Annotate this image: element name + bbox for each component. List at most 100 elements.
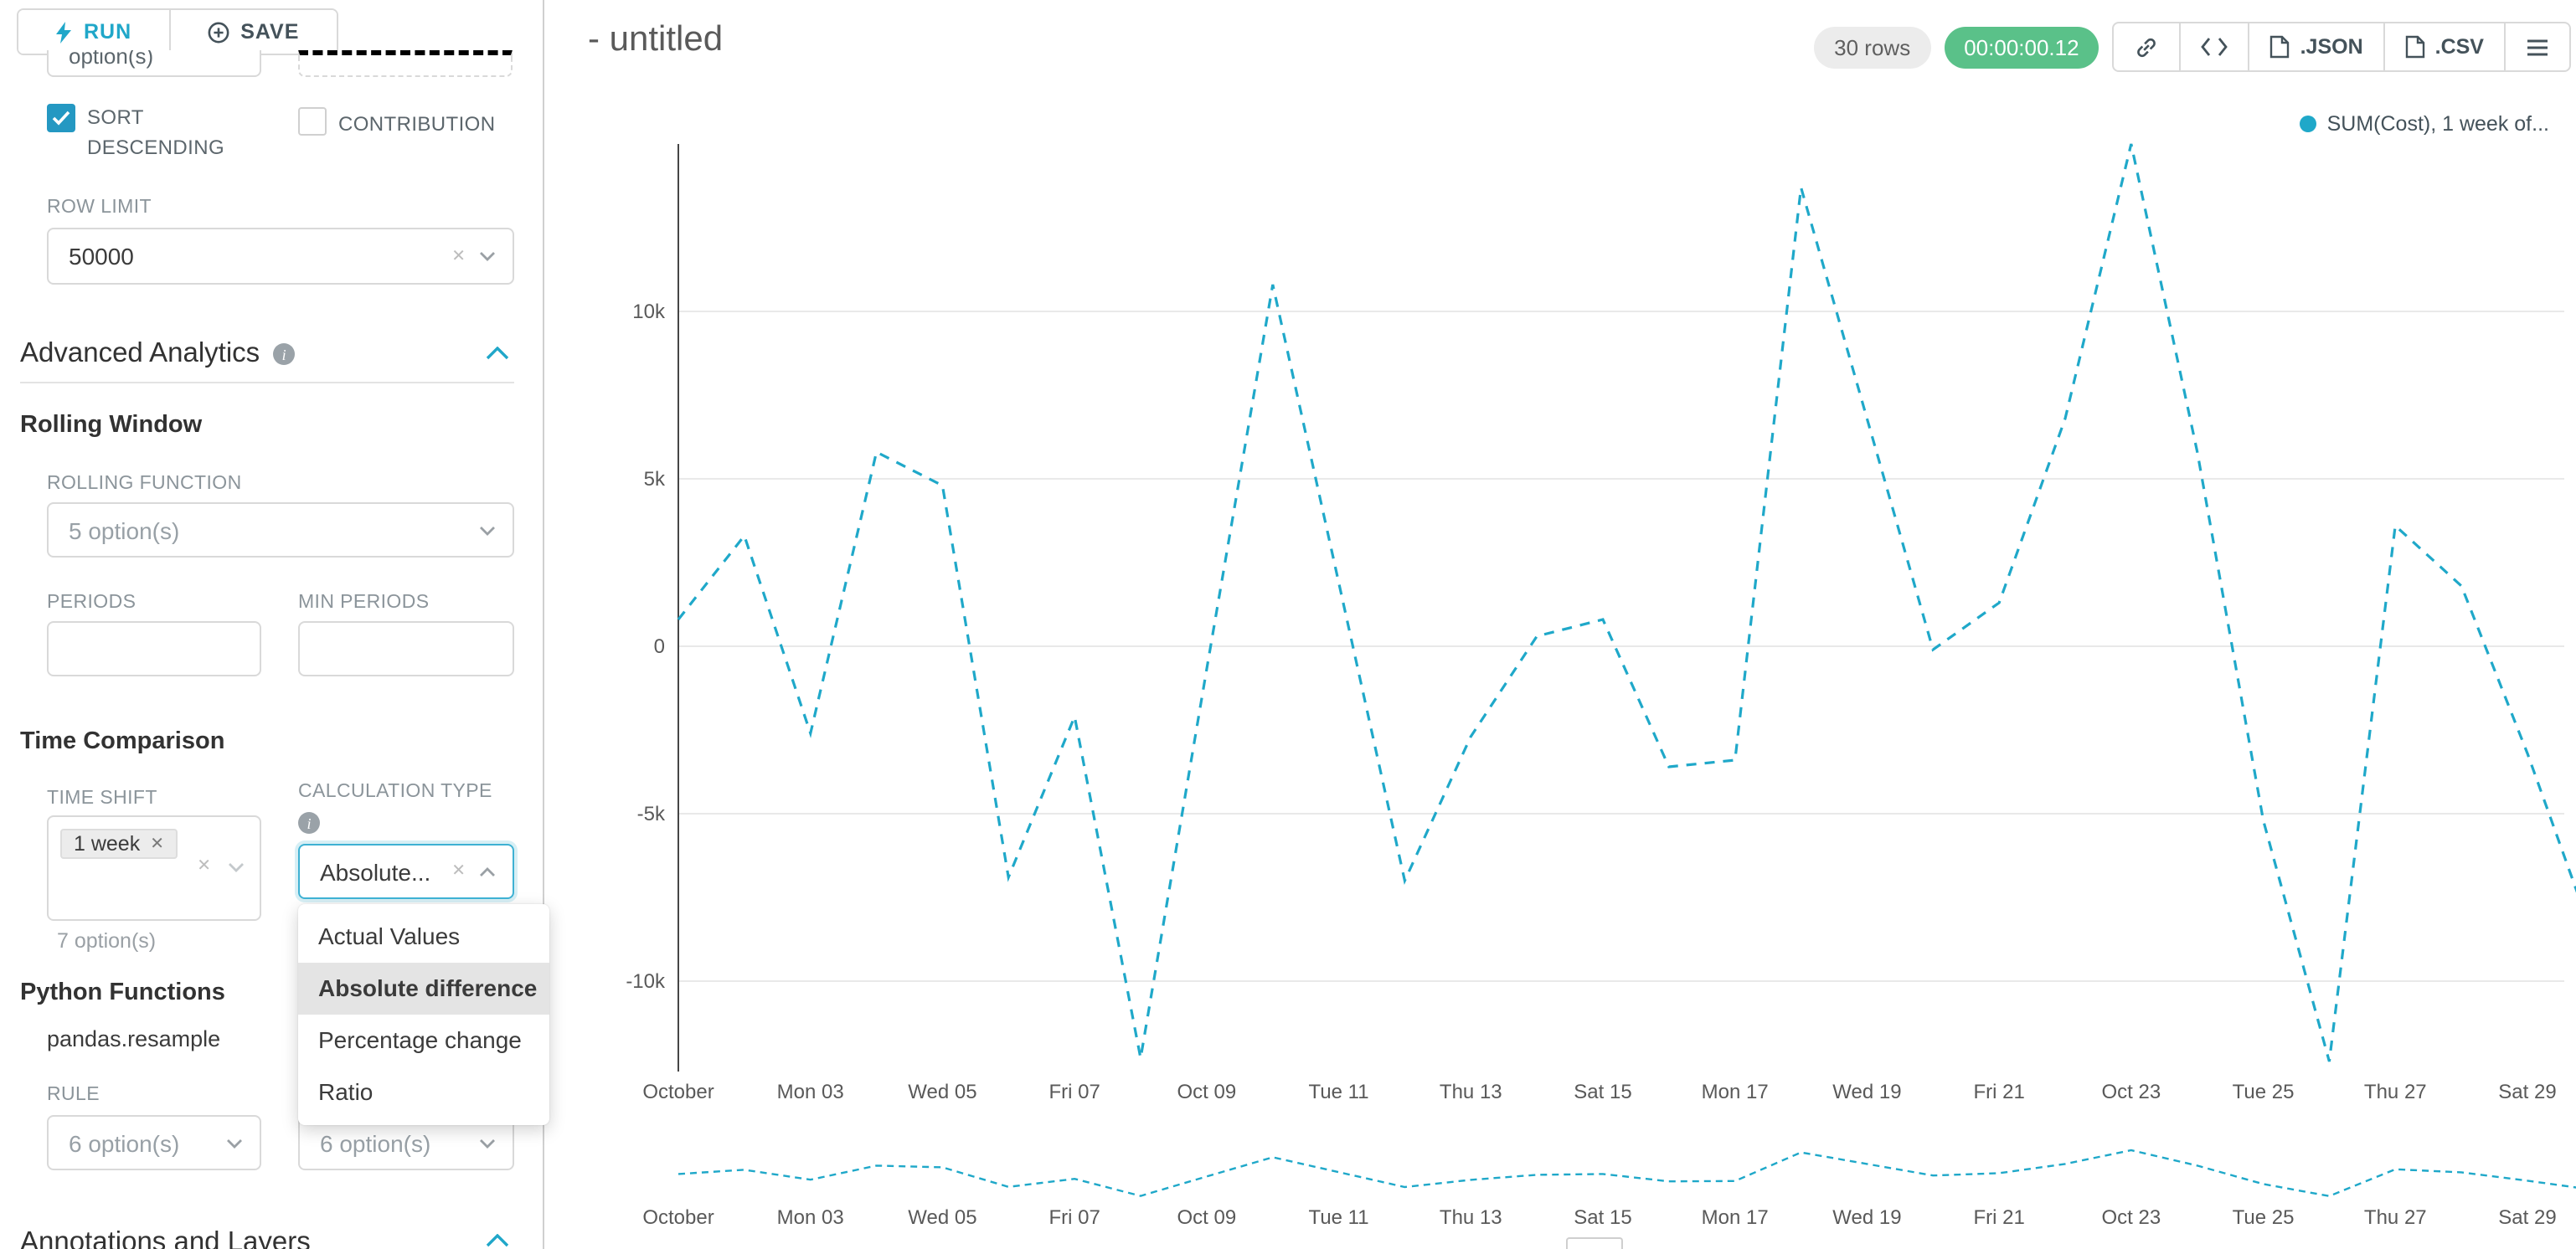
svg-text:Mon 03: Mon 03 <box>777 1206 844 1229</box>
dropdown-option-percentage-change[interactable]: Percentage change <box>318 1026 522 1053</box>
contribution-label: CONTRIBUTION <box>338 112 496 136</box>
svg-text:10k: 10k <box>632 301 666 323</box>
dropdown-option-actual-values[interactable]: Actual Values <box>318 923 461 949</box>
periods-label: PERIODS <box>47 593 137 613</box>
calculation-type-dropdown: Actual Values Absolute difference Percen… <box>298 904 549 1125</box>
annotations-layers-header[interactable]: Annotations and Layers <box>20 1227 311 1249</box>
rolling-function-select[interactable]: 5 option(s) <box>47 502 514 558</box>
time-comparison-title: Time Comparison <box>20 728 225 755</box>
row-count-badge: 30 rows <box>1814 26 1931 68</box>
sort-descending-label: SORT DESCENDING <box>87 105 225 159</box>
calculation-type-value: Absolute... <box>320 858 431 885</box>
plus-circle-icon <box>207 21 229 43</box>
legend-dot <box>2300 116 2317 132</box>
svg-text:Oct 09: Oct 09 <box>1177 1206 1237 1229</box>
svg-text:Thu 13: Thu 13 <box>1440 1206 1502 1229</box>
time-shift-select[interactable]: 1 week ✕ ✕ <box>47 815 261 921</box>
time-shift-tag-label: 1 week <box>74 832 141 856</box>
svg-text:Sat 29: Sat 29 <box>2498 1081 2556 1103</box>
chevron-up-icon <box>480 866 495 876</box>
periods-input[interactable] <box>47 621 261 676</box>
dropdown-option-absolute-difference[interactable]: Absolute difference <box>298 963 549 1015</box>
legend-item[interactable]: SUM(Cost), 1 week of... <box>2300 112 2549 136</box>
svg-text:Thu 27: Thu 27 <box>2364 1206 2427 1229</box>
data-panel: RUN SAVE option(s) SORT DESCENDING CONTR… <box>0 0 549 1249</box>
annotations-layers-title: Annotations and Layers <box>20 1227 311 1249</box>
contribution-checkbox[interactable] <box>298 107 327 136</box>
advanced-analytics-header[interactable]: Advanced Analytics i <box>20 338 296 370</box>
svg-text:-10k: -10k <box>626 970 666 993</box>
min-periods-input[interactable] <box>298 621 514 676</box>
export-json-button[interactable]: .JSON <box>2248 22 2385 72</box>
svg-text:Tue 11: Tue 11 <box>1309 1206 1369 1229</box>
svg-text:Sat 29: Sat 29 <box>2498 1206 2556 1229</box>
rule-value: 6 option(s) <box>69 1129 180 1156</box>
menu-button[interactable] <box>2504 22 2571 72</box>
min-periods-label: MIN PERIODS <box>298 593 430 613</box>
rule-value-2: 6 option(s) <box>320 1129 431 1156</box>
line-chart: 10k 5k 0 -5k -10k October October Mon 03 Mon 03 W… <box>626 143 2576 1229</box>
collapse-chevron-up-icon[interactable] <box>486 1234 509 1247</box>
calculation-type-select[interactable]: Absolute... ✕ <box>298 844 514 899</box>
query-timer-badge: 00:00:00.12 <box>1944 26 2099 68</box>
chevron-down-icon <box>480 1138 495 1148</box>
clipped-select[interactable]: option(s) <box>47 50 261 77</box>
chevron-down-icon <box>480 526 495 535</box>
datazoom-handle-fragment[interactable] <box>1566 1237 1623 1249</box>
row-limit-value: 50000 <box>69 243 134 270</box>
svg-text:Wed 19: Wed 19 <box>1832 1081 1901 1103</box>
clipped-dashed-box[interactable] <box>298 50 513 77</box>
svg-text:5k: 5k <box>644 468 666 491</box>
collapse-chevron-up-icon[interactable] <box>486 347 509 360</box>
clear-icon[interactable]: ✕ <box>451 247 466 265</box>
svg-text:Tue 25: Tue 25 <box>2233 1081 2295 1103</box>
tag-remove-icon[interactable]: ✕ <box>150 835 164 853</box>
chart-area: - untitled 30 rows 00:00:00.12 .JSON .CS… <box>543 0 2576 1249</box>
file-icon <box>2405 35 2424 59</box>
hamburger-menu-icon <box>2527 39 2548 55</box>
svg-text:Tue 11: Tue 11 <box>1309 1081 1369 1103</box>
svg-text:-5k: -5k <box>637 803 666 825</box>
run-save-button-group: RUN SAVE <box>17 8 338 55</box>
svg-text:0: 0 <box>654 635 665 658</box>
link-icon <box>2137 37 2156 57</box>
header-controls: 30 rows 00:00:00.12 .JSON .CSV <box>1814 22 2571 72</box>
rule-label: RULE <box>47 1085 100 1105</box>
svg-text:Sat 15: Sat 15 <box>1574 1081 1631 1103</box>
svg-text:Sat 15: Sat 15 <box>1574 1206 1631 1229</box>
row-limit-select[interactable]: 50000 ✕ <box>47 228 514 285</box>
export-csv-label: .CSV <box>2434 35 2484 59</box>
rolling-window-title: Rolling Window <box>20 412 203 439</box>
svg-text:Mon 17: Mon 17 <box>1702 1081 1769 1103</box>
export-json-label: .JSON <box>2300 35 2363 59</box>
page-title: - untitled <box>588 20 724 59</box>
time-shift-tag: 1 week ✕ <box>60 829 178 859</box>
clear-icon[interactable]: ✕ <box>451 862 466 881</box>
run-button[interactable]: RUN <box>18 10 169 54</box>
svg-text:Mon 03: Mon 03 <box>777 1081 844 1103</box>
svg-text:Wed 19: Wed 19 <box>1832 1206 1901 1229</box>
svg-text:October: October <box>642 1081 714 1103</box>
save-button[interactable]: SAVE <box>168 10 337 54</box>
dropdown-option-ratio[interactable]: Ratio <box>318 1078 374 1105</box>
svg-text:Thu 13: Thu 13 <box>1440 1081 1502 1103</box>
svg-text:Wed 05: Wed 05 <box>908 1206 976 1229</box>
svg-text:Fri 21: Fri 21 <box>1973 1081 2024 1103</box>
info-icon: i <box>273 343 296 365</box>
svg-text:Fri 07: Fri 07 <box>1048 1206 1100 1229</box>
view-query-button[interactable] <box>2179 22 2250 72</box>
svg-text:Wed 05: Wed 05 <box>908 1081 976 1103</box>
rule-select[interactable]: 6 option(s) <box>47 1115 261 1170</box>
rolling-function-label: ROLLING FUNCTION <box>47 474 242 494</box>
time-shift-hint: 7 option(s) <box>57 929 157 953</box>
chevron-down-icon <box>227 1138 242 1148</box>
export-csv-button[interactable]: .CSV <box>2383 22 2506 72</box>
clear-icon[interactable]: ✕ <box>197 857 211 876</box>
svg-text:Fri 07: Fri 07 <box>1048 1081 1100 1103</box>
run-button-label: RUN <box>84 20 132 44</box>
code-icon <box>2201 38 2228 56</box>
svg-text:Fri 21: Fri 21 <box>1973 1206 2024 1229</box>
sort-descending-checkbox[interactable] <box>47 104 75 132</box>
svg-text:Thu 27: Thu 27 <box>2364 1081 2427 1103</box>
